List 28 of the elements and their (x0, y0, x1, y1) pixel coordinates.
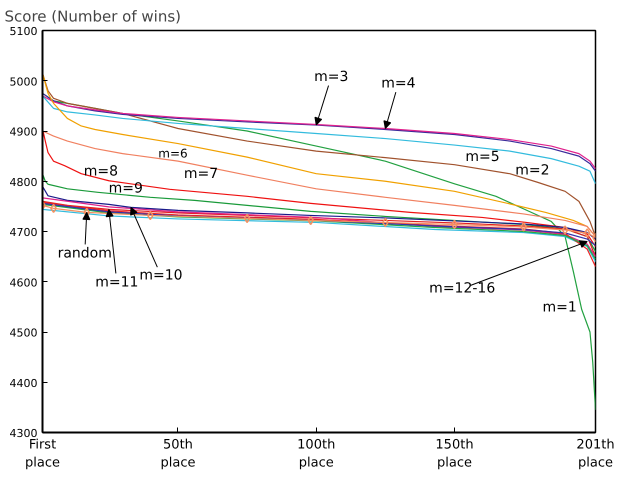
series-label: m=6 (158, 146, 188, 161)
y-tick-label: 4900 (10, 126, 38, 138)
annotation: m=12-16 (429, 280, 496, 297)
y-tick-label: 4400 (10, 376, 38, 390)
text: m=11 (95, 274, 138, 290)
text: random (58, 245, 112, 262)
series-label: m=8 (84, 164, 118, 180)
y-tick-label: 4300 (10, 427, 38, 440)
y-tick-label: 4700 (10, 226, 38, 239)
y-tick-label: 4600 (10, 276, 38, 290)
series-label: m=7 (184, 166, 218, 182)
x-tick-label: 50th place (160, 438, 196, 470)
text: m=4 (381, 75, 416, 92)
series-label: m=1 (542, 299, 577, 316)
y-tick-label: 5000 (10, 75, 38, 88)
x-tick-label: First place (25, 438, 60, 470)
series-label: m=9 (108, 180, 143, 196)
series-label: m=2 (515, 162, 550, 178)
y-axis-title: Score (Number of wins) (4, 8, 181, 26)
x-tick-label: 100th place (297, 438, 336, 470)
text: m=10 (139, 267, 183, 284)
x-tick-label: 150th place (435, 438, 474, 470)
y-tick-label: 5100 (10, 25, 38, 38)
text: m=3 (314, 68, 348, 85)
x-tick-label: 201th place (576, 438, 615, 470)
y-tick-label: 4800 (10, 176, 38, 189)
series-label: m=5 (465, 149, 500, 166)
y-tick-label: 4500 (10, 326, 38, 340)
